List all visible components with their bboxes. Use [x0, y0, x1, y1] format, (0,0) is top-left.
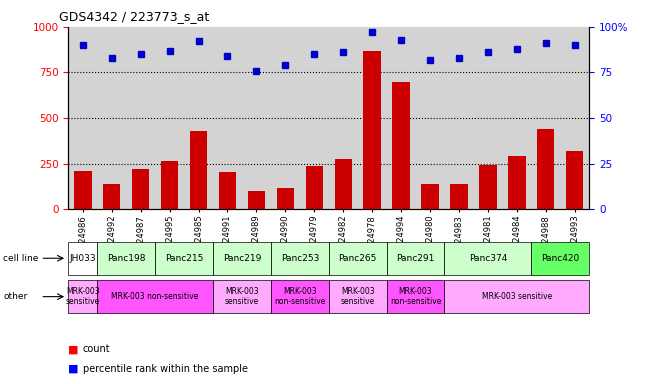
Bar	[161, 161, 178, 209]
Text: MRK-003
non-sensitive: MRK-003 non-sensitive	[274, 287, 326, 306]
Text: ■: ■	[68, 344, 79, 354]
Bar	[363, 51, 381, 209]
Text: cell line: cell line	[3, 254, 38, 263]
Bar	[74, 171, 92, 209]
Bar	[219, 172, 236, 209]
Bar	[537, 129, 555, 209]
Text: MRK-003
sensitive: MRK-003 sensitive	[66, 287, 100, 306]
Bar	[393, 82, 409, 209]
Text: Panc253: Panc253	[281, 254, 319, 263]
Text: MRK-003 non-sensitive: MRK-003 non-sensitive	[111, 292, 199, 301]
Text: MRK-003
sensitive: MRK-003 sensitive	[225, 287, 259, 306]
Bar	[566, 151, 583, 209]
Bar	[335, 159, 352, 209]
Text: other: other	[3, 292, 27, 301]
Bar	[479, 165, 497, 209]
Text: ■: ■	[68, 364, 79, 374]
Text: Panc291: Panc291	[396, 254, 435, 263]
Text: count: count	[83, 344, 110, 354]
Bar	[103, 184, 120, 209]
Bar	[248, 191, 265, 209]
Text: percentile rank within the sample: percentile rank within the sample	[83, 364, 247, 374]
Text: GDS4342 / 223773_s_at: GDS4342 / 223773_s_at	[59, 10, 209, 23]
Text: Panc420: Panc420	[541, 254, 579, 263]
Bar	[508, 156, 525, 209]
Text: MRK-003 sensitive: MRK-003 sensitive	[482, 292, 552, 301]
Text: Panc219: Panc219	[223, 254, 261, 263]
Bar	[450, 184, 467, 209]
Text: JH033: JH033	[70, 254, 96, 263]
Text: Panc265: Panc265	[339, 254, 377, 263]
Text: Panc374: Panc374	[469, 254, 507, 263]
Text: MRK-003
non-sensitive: MRK-003 non-sensitive	[390, 287, 441, 306]
Bar	[190, 131, 207, 209]
Text: Panc215: Panc215	[165, 254, 203, 263]
Text: Panc198: Panc198	[107, 254, 145, 263]
Text: MRK-003
sensitive: MRK-003 sensitive	[340, 287, 375, 306]
Bar	[132, 169, 149, 209]
Bar	[421, 184, 439, 209]
Bar	[305, 166, 323, 209]
Bar	[277, 188, 294, 209]
